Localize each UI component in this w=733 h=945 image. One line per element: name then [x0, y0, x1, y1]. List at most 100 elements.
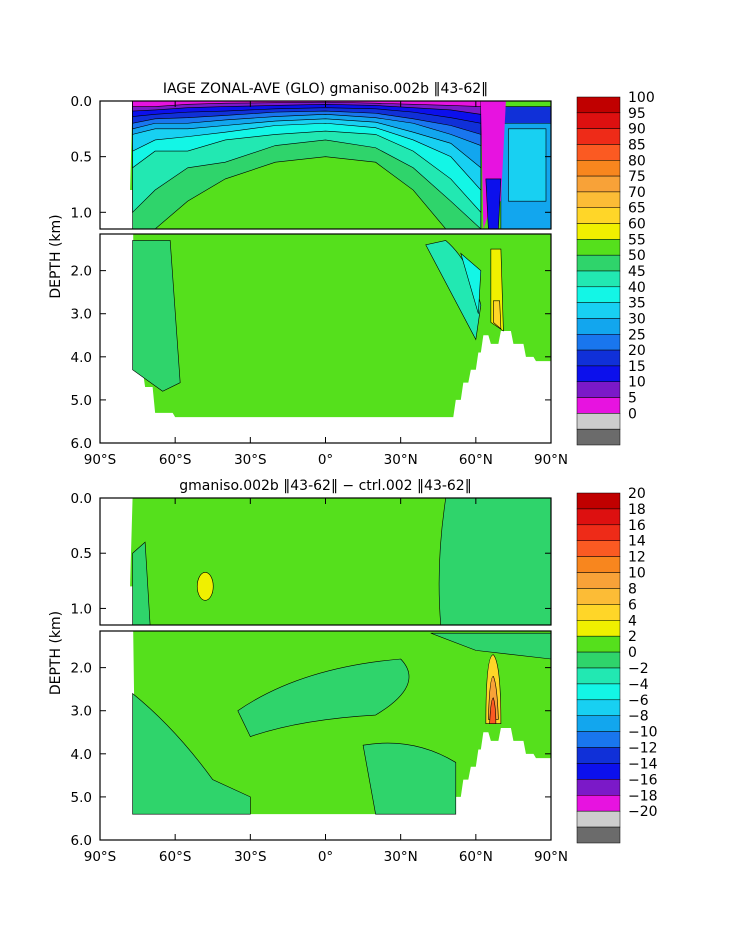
y-axis-label: DEPTH (km) — [48, 611, 64, 695]
colorbar-label: 20 — [628, 343, 646, 359]
panel-title: gmaniso.002b ‖43-62‖ − ctrl.002 ‖43-62‖ — [179, 478, 471, 494]
colorbar-label: 80 — [628, 153, 646, 169]
y-tick-label: 4.0 — [71, 350, 92, 366]
panel-1: IAGE ZONAL-AVE (GLO) gmaniso.002b ‖43-62… — [48, 81, 655, 468]
colorbar-label: 100 — [628, 90, 655, 106]
x-tick-label: 0° — [318, 452, 333, 468]
colorbar-label: −12 — [628, 741, 658, 757]
y-tick-label: 0.0 — [71, 491, 92, 507]
colorbar-swatch — [576, 795, 621, 812]
colorbar-label: 85 — [628, 137, 646, 153]
colorbar-label: −4 — [628, 677, 649, 693]
colorbar-swatch — [576, 635, 621, 653]
y-tick-label: 1.0 — [71, 205, 92, 221]
colorbar-label: 4 — [628, 613, 637, 629]
colorbar-label: 20 — [628, 486, 646, 502]
colorbar-label: −14 — [628, 756, 658, 772]
southern-column — [132, 240, 181, 392]
colorbar-swatch — [576, 96, 621, 114]
colorbar-label: 60 — [628, 217, 646, 233]
colorbar-swatch — [576, 207, 621, 224]
colorbar-swatch — [576, 365, 621, 382]
x-tick-label: 60°S — [159, 452, 192, 468]
colorbar-swatch — [576, 651, 621, 669]
colorbar-swatch — [576, 160, 621, 177]
colorbar-label: 95 — [628, 106, 646, 122]
colorbar-swatch — [576, 223, 621, 240]
y-tick-label: 0.0 — [71, 94, 92, 110]
colorbar-swatch — [576, 191, 621, 208]
colorbar-swatch — [576, 620, 621, 637]
colorbar-label: 25 — [628, 327, 646, 343]
x-tick-label: 60°N — [459, 849, 493, 865]
nadw-core — [460, 252, 482, 314]
colorbar: 1009590858075706560555045403530252015105… — [576, 90, 655, 446]
colorbar-swatch — [576, 144, 621, 161]
colorbar-label: 15 — [628, 359, 646, 375]
colorbar-swatch — [576, 540, 621, 557]
colorbar-swatch — [576, 699, 621, 716]
colorbar-label: −18 — [628, 788, 658, 804]
gap-light — [485, 178, 502, 230]
x-tick-label: 60°N — [459, 452, 493, 468]
colorbar-swatch — [576, 683, 621, 701]
panel-title: IAGE ZONAL-AVE (GLO) gmaniso.002b ‖43-62… — [163, 81, 488, 97]
colorbar-swatch — [576, 779, 621, 796]
colorbar-label: 65 — [628, 201, 646, 217]
colorbar-swatch — [576, 334, 621, 351]
colorbar-swatch — [576, 175, 621, 193]
y-tick-label: 3.0 — [71, 704, 92, 720]
colorbar-label: 35 — [628, 296, 646, 312]
x-tick-label: 30°S — [234, 452, 267, 468]
field-panel-2 — [130, 498, 551, 815]
colorbar-label: 5 — [628, 391, 637, 407]
colorbar-swatch — [576, 826, 621, 844]
colorbar-label: 6 — [628, 597, 637, 613]
colorbar-label: 70 — [628, 185, 646, 201]
colorbar-swatch — [576, 715, 621, 732]
colorbar-swatch — [576, 524, 621, 541]
colorbar-swatch — [576, 667, 621, 685]
colorbar-swatch — [576, 604, 621, 621]
colorbar-swatch — [576, 349, 621, 367]
y-tick-label: 5.0 — [71, 393, 92, 409]
x-tick-label: 30°N — [384, 452, 418, 468]
panel-2: gmaniso.002b ‖43-62‖ − ctrl.002 ‖43-62‖ 9… — [48, 478, 658, 865]
colorbar-label: 18 — [628, 502, 646, 518]
colorbar-label: −8 — [628, 709, 649, 725]
field-panel-1 — [130, 101, 551, 418]
colorbar-swatch — [576, 492, 621, 510]
x-tick-label: 90°N — [534, 849, 568, 865]
colorbar-label: −6 — [628, 693, 649, 709]
split-gap — [99, 229, 552, 234]
colorbar: 20181614121086420−2−4−6−8−10−12−14−16−18… — [576, 486, 658, 844]
x-tick-label: 30°N — [384, 849, 418, 865]
colorbar-swatch — [576, 413, 621, 430]
nordic-surface — [500, 106, 551, 124]
colorbar-label: 0 — [628, 645, 637, 661]
x-tick-label: 0° — [318, 849, 333, 865]
colorbar-swatch — [576, 128, 621, 145]
colorbar-swatch — [576, 239, 621, 256]
colorbar-swatch — [576, 397, 621, 414]
y-tick-label: 2.0 — [71, 264, 92, 280]
colorbar-swatch — [576, 318, 621, 335]
colorbar-swatch — [576, 572, 621, 589]
x-tick-label: 30°S — [234, 849, 267, 865]
split-gap — [99, 625, 552, 631]
colorbar-swatch — [576, 302, 621, 319]
colorbar-swatch — [576, 588, 621, 605]
colorbar-label: 90 — [628, 122, 646, 138]
colorbar-label: 12 — [628, 550, 646, 566]
diff-north-mid — [430, 632, 551, 660]
colorbar-label: −2 — [628, 661, 649, 677]
colorbar-label: −16 — [628, 772, 658, 788]
colorbar-swatch — [576, 810, 621, 828]
colorbar-label: 50 — [628, 248, 646, 264]
y-tick-label: 1.0 — [71, 601, 92, 617]
colorbar-swatch — [576, 381, 621, 398]
colorbar-swatch — [576, 428, 621, 446]
x-tick-label: 90°S — [84, 849, 117, 865]
y-tick-label: 0.5 — [71, 546, 92, 562]
